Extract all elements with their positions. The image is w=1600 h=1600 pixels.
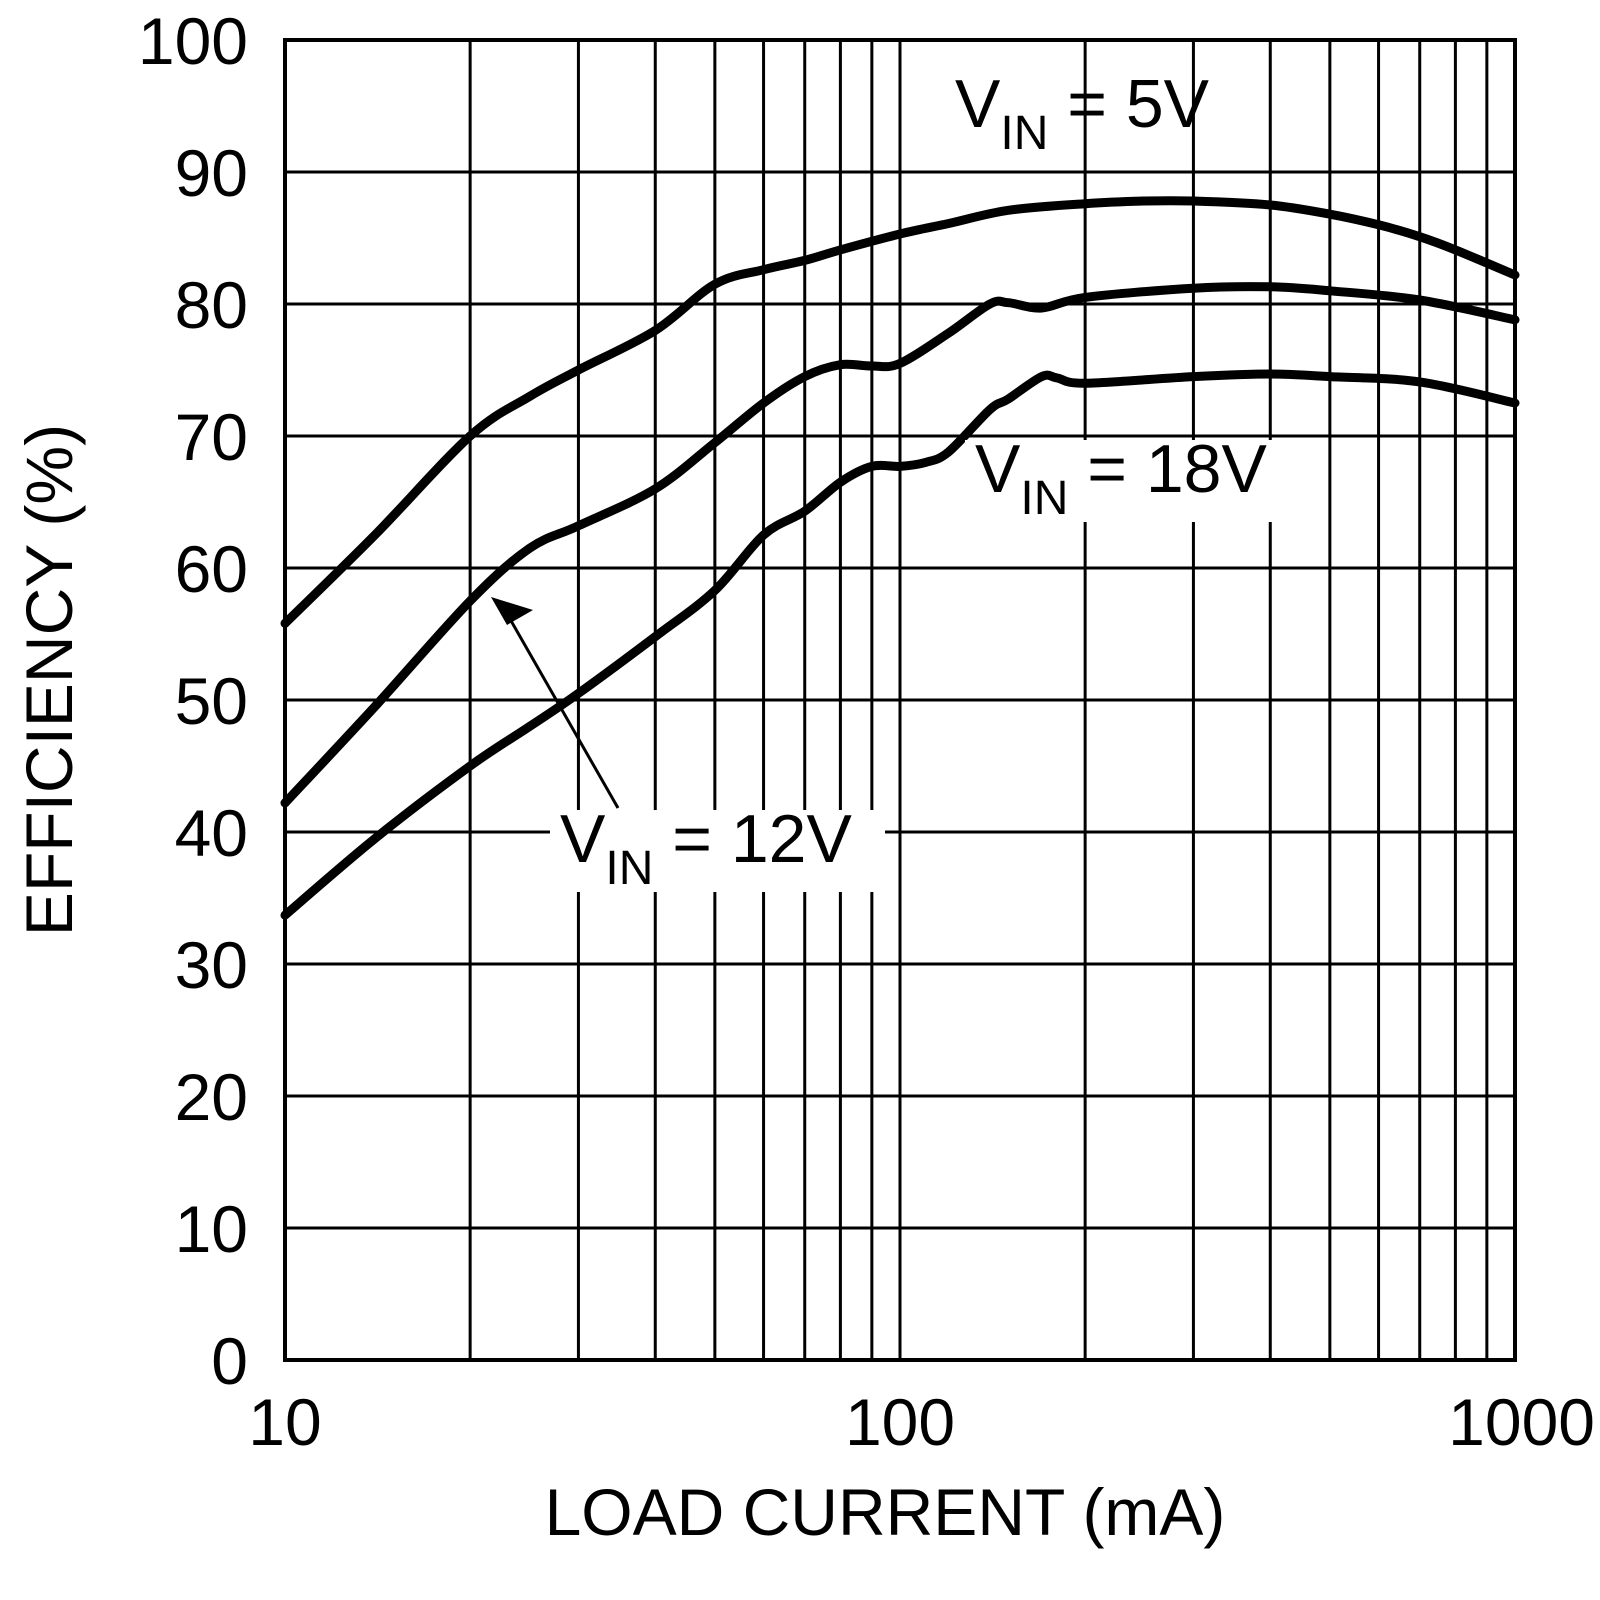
y-axis-title: EFFICIENCY (%)	[12, 424, 86, 936]
anno-base: V	[955, 66, 1001, 142]
vin-annotation: VIN = 18V	[975, 431, 1267, 525]
y-tick-label: 20	[175, 1060, 248, 1134]
y-tick-label: 10	[175, 1192, 248, 1266]
x-tick-label: 10	[248, 1385, 321, 1459]
y-tick-label: 90	[175, 136, 248, 210]
series-line-3	[280, 369, 1520, 920]
y-tick-label: 100	[138, 4, 248, 78]
y-tick-label: 30	[175, 928, 248, 1002]
grid	[285, 40, 1515, 1360]
y-tick-label: 0	[211, 1324, 248, 1398]
x-tick-label: 100	[845, 1385, 955, 1459]
anno-base: V	[975, 431, 1021, 507]
anno-base: V	[560, 801, 606, 877]
y-tick-label: 60	[175, 532, 248, 606]
y-tick-label: 40	[175, 796, 248, 870]
annotation-gap	[550, 810, 885, 892]
plot-frame	[283, 38, 1517, 1362]
anno-subscript: IN	[1020, 472, 1068, 525]
anno-rest: = 12V	[653, 801, 852, 877]
annotation-gap	[965, 440, 1300, 522]
y-tick-label: 70	[175, 400, 248, 474]
anno-subscript: IN	[1000, 107, 1048, 160]
vin12-arrowhead	[491, 597, 533, 625]
anno-rest: = 18V	[1068, 431, 1267, 507]
series-line-2	[280, 282, 1520, 808]
series-lines	[280, 196, 1520, 920]
anno-rest: = 5V	[1048, 66, 1209, 142]
y-tick-label: 50	[175, 664, 248, 738]
vin12-leader-line	[504, 611, 620, 809]
y-tick-label: 80	[175, 268, 248, 342]
annotation-backgrounds	[550, 440, 1300, 892]
x-axis-title: LOAD CURRENT (mA)	[545, 1475, 1226, 1549]
series-line-1	[280, 196, 1520, 628]
x-tick-label: 1000	[1448, 1385, 1595, 1459]
vin-annotation: VIN = 12V	[560, 801, 852, 895]
anno-subscript: IN	[605, 842, 653, 895]
vin-annotation: VIN = 5V	[955, 66, 1210, 160]
